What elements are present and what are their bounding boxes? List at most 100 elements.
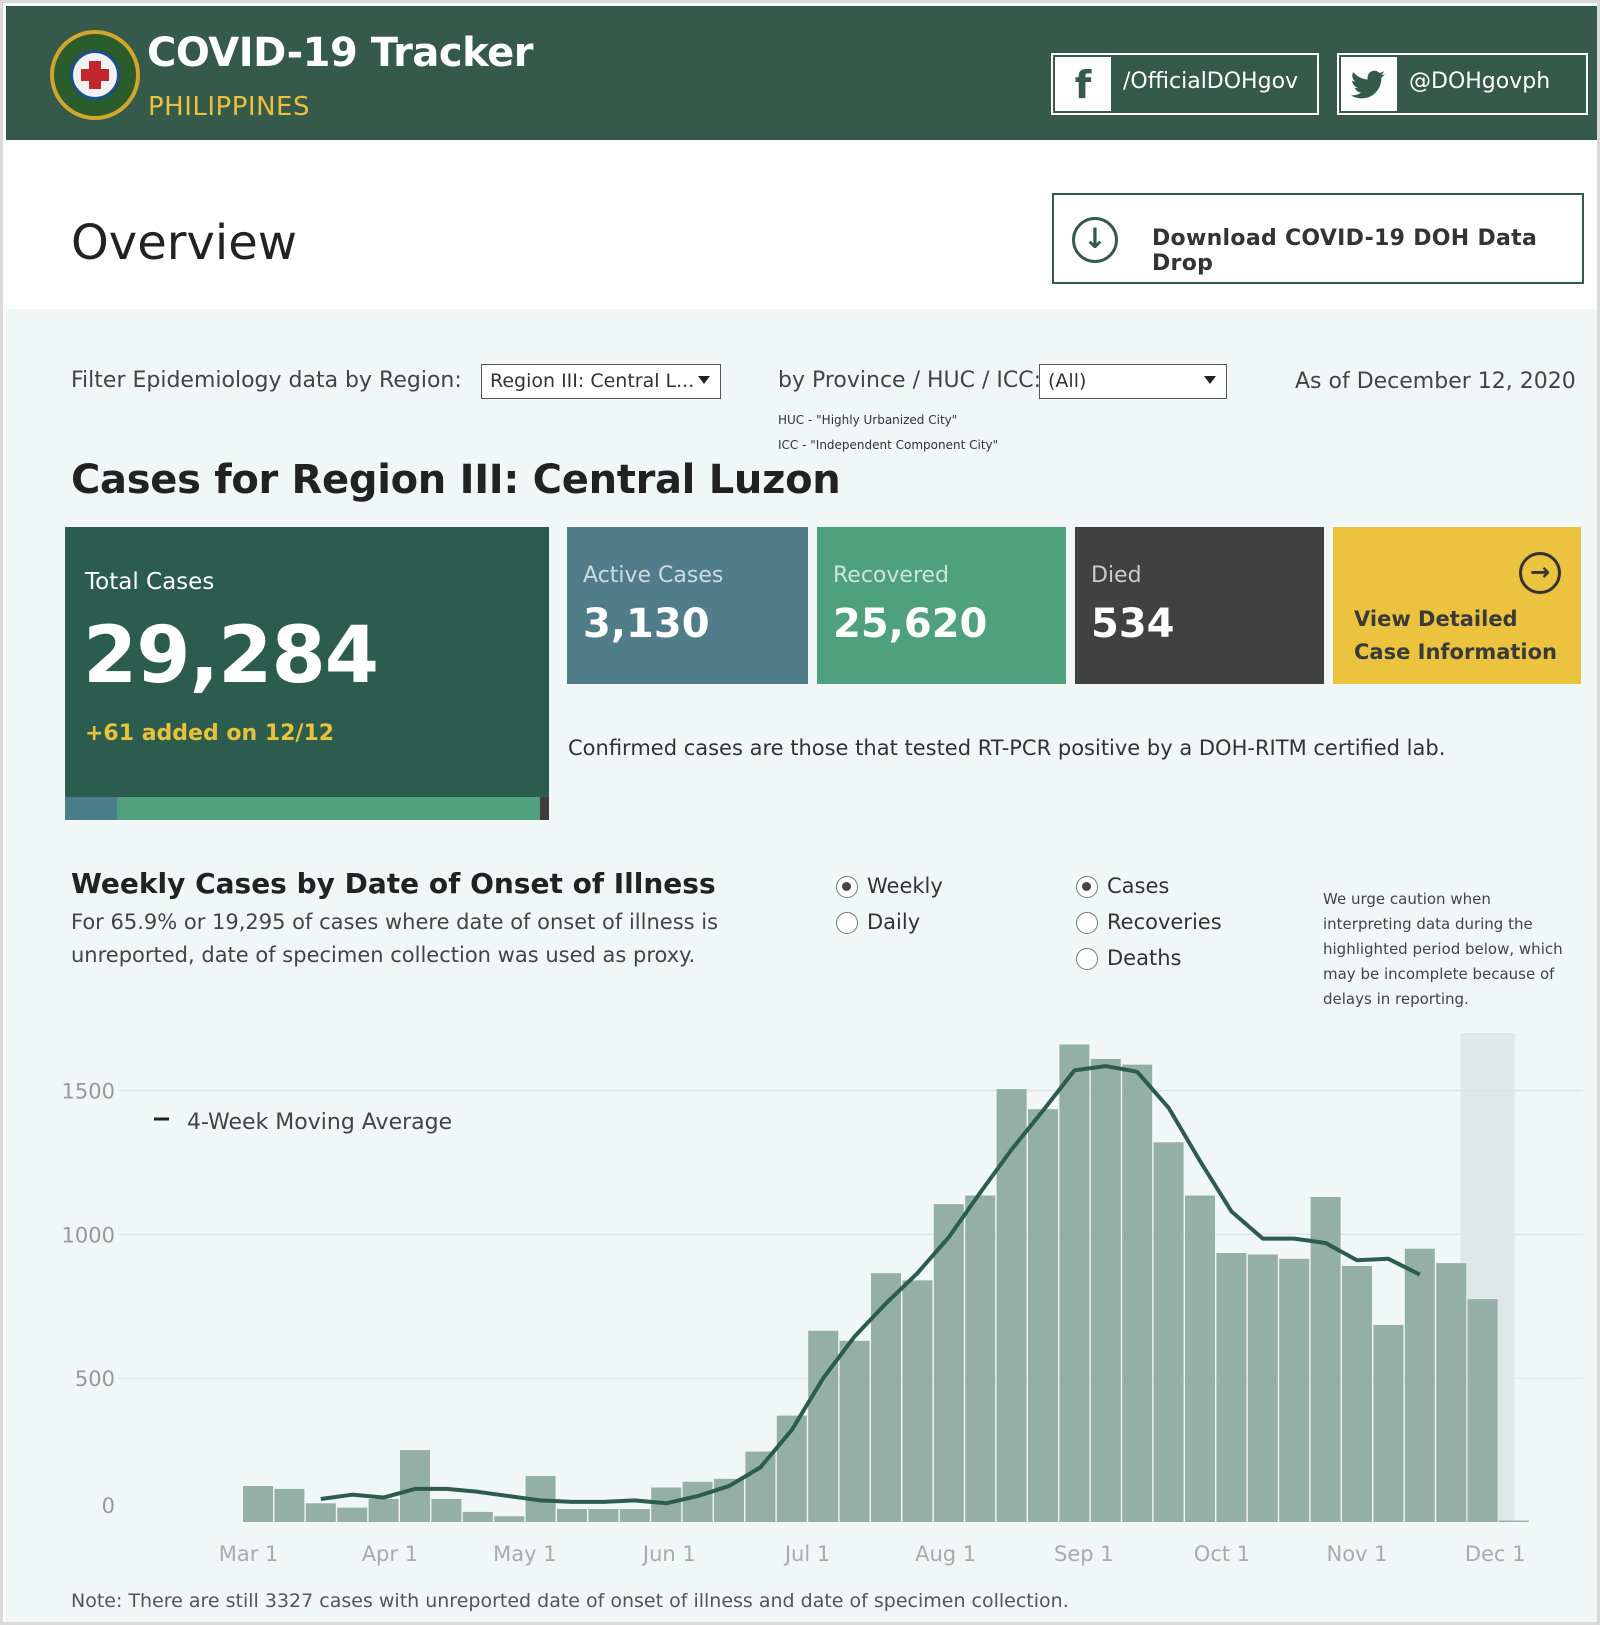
radio-recoveries-label: Recoveries (1107, 910, 1222, 934)
weekly-bar (431, 1498, 462, 1522)
recovered-value: 25,620 (833, 601, 988, 647)
chevron-down-icon (1204, 376, 1216, 384)
radio-indicator (836, 912, 858, 934)
weekly-bar (1185, 1195, 1215, 1522)
weekly-desc-line2: unreported, date of specimen collection … (71, 943, 696, 967)
weekly-bar (1499, 1520, 1529, 1522)
app-title: COVID-19 Tracker (147, 30, 533, 76)
weekly-bar (1342, 1265, 1372, 1522)
weekly-bar (1279, 1258, 1310, 1522)
y-tick-label: 500 (75, 1367, 115, 1391)
caution-line: may be incomplete because of (1323, 965, 1555, 983)
facebook-handle: /OfficialDOHgov (1123, 69, 1299, 94)
weekly-bar (494, 1516, 525, 1522)
weekly-bar (1059, 1044, 1090, 1522)
province-filter-label: by Province / HUC / ICC: (778, 368, 1042, 393)
weekly-bar (305, 1503, 336, 1522)
radio-cases-label: Cases (1107, 874, 1170, 898)
weekly-bar (274, 1488, 305, 1522)
radio-daily-label: Daily (867, 910, 921, 934)
caution-line: delays in reporting. (1323, 990, 1469, 1008)
province-select-value: (All) (1048, 370, 1087, 392)
weekly-bar (933, 1204, 964, 1522)
weekly-bar (1467, 1299, 1498, 1522)
active-cases-label: Active Cases (583, 563, 724, 588)
weekly-bar (588, 1509, 619, 1522)
x-tick-label: Sep 1 (1054, 1542, 1114, 1566)
region-select[interactable]: Region III: Central L... (481, 364, 721, 399)
recovered-label: Recovered (833, 563, 950, 588)
died-value: 534 (1091, 601, 1175, 647)
detail-label-line1: View Detailed (1354, 607, 1518, 631)
total-cases-card: Total Cases 29,284 +61 added on 12/12 (65, 527, 549, 797)
weekly-bar (368, 1498, 399, 1522)
twitter-link[interactable]: @DOHgovph (1337, 53, 1588, 115)
weekly-bar (1122, 1064, 1153, 1522)
weekly-bar (462, 1511, 493, 1522)
active-share-segment (65, 797, 117, 820)
x-tick-label: Mar 1 (219, 1542, 279, 1566)
weekly-bar (400, 1450, 430, 1522)
facebook-icon: f (1055, 57, 1111, 111)
weekly-bar (902, 1280, 933, 1522)
weekly-bar (808, 1330, 839, 1522)
arrow-right-circle-icon: → (1519, 552, 1561, 594)
weekly-bar (745, 1451, 776, 1522)
weekly-cases-chart: 0 500 1000 1500 Mar 1 Apr 1 May 1 Jun 1 Jul 1 Aug… (62, 1033, 1583, 1566)
download-icon: ↓ (1072, 217, 1118, 263)
weekly-bar (1028, 1109, 1058, 1522)
weekly-bar (1216, 1253, 1247, 1522)
weekly-bar (1247, 1254, 1278, 1522)
y-tick-label: 0 (102, 1494, 115, 1518)
active-cases-value: 3,130 (583, 601, 710, 647)
x-tick-label: Apr 1 (362, 1542, 418, 1566)
chevron-down-icon (698, 376, 710, 384)
caution-line: highlighted period below, which (1323, 940, 1563, 958)
weekly-bar (1153, 1142, 1184, 1522)
active-cases-card: Active Cases 3,130 (567, 527, 808, 684)
twitter-handle: @DOHgovph (1409, 69, 1551, 94)
x-tick-label: Oct 1 (1194, 1542, 1250, 1566)
radio-indicator (836, 876, 858, 898)
added-cases-note: +61 added on 12/12 (85, 721, 335, 746)
weekly-bar (1310, 1196, 1341, 1522)
download-label: Download COVID-19 DOH Data Drop (1152, 226, 1538, 276)
confirmed-cases-note: Confirmed cases are those that tested RT… (568, 736, 1446, 760)
died-card: Died 534 (1075, 527, 1324, 684)
twitter-icon (1341, 57, 1397, 111)
radio-weekly-label: Weekly (867, 874, 943, 898)
region-select-value: Region III: Central L... (490, 370, 695, 392)
icc-note: ICC - "Independent Component City" (778, 438, 999, 452)
radio-indicator (1076, 912, 1098, 934)
weekly-bar (1373, 1324, 1404, 1522)
weekly-bar (871, 1273, 901, 1522)
x-tick-label: Dec 1 (1465, 1542, 1526, 1566)
facebook-link[interactable]: f /OfficialDOHgov (1051, 53, 1319, 115)
province-select[interactable]: (All) (1039, 364, 1227, 399)
weekly-bar (243, 1486, 273, 1522)
total-cases-label: Total Cases (85, 569, 215, 595)
detail-label-line2: Case Information (1354, 640, 1557, 664)
download-data-drop-button[interactable]: ↓ Download COVID-19 DOH Data Drop (1052, 193, 1584, 284)
as-of-date: As of December 12, 2020 (1295, 369, 1576, 394)
weekly-desc-line1: For 65.9% or 19,295 of cases where date … (71, 910, 719, 934)
doh-seal-logo (50, 30, 140, 120)
died-label: Died (1091, 563, 1142, 588)
legend-label: 4-Week Moving Average (187, 1110, 452, 1135)
radio-indicator (1076, 948, 1098, 970)
app-subtitle: PHILIPPINES (148, 92, 310, 122)
footnote: Note: There are still 3327 cases with un… (71, 1590, 1069, 1612)
overview-title: Overview (71, 215, 297, 271)
case-breakdown-bar (65, 797, 549, 820)
recovered-card: Recovered 25,620 (817, 527, 1066, 684)
weekly-bar (1404, 1248, 1435, 1522)
radio-deaths-label: Deaths (1107, 946, 1182, 970)
y-tick-label: 1000 (62, 1223, 115, 1247)
view-detailed-case-button[interactable]: → View Detailed Case Information (1333, 527, 1581, 684)
x-tick-label: Aug 1 (915, 1542, 976, 1566)
header-bar: COVID-19 Tracker PHILIPPINES f /Official… (6, 6, 1597, 140)
region-heading: Cases for Region III: Central Luzon (71, 457, 841, 503)
x-tick-label: Jun 1 (641, 1542, 696, 1566)
total-cases-value: 29,284 (83, 611, 379, 701)
weekly-bar (776, 1415, 807, 1522)
